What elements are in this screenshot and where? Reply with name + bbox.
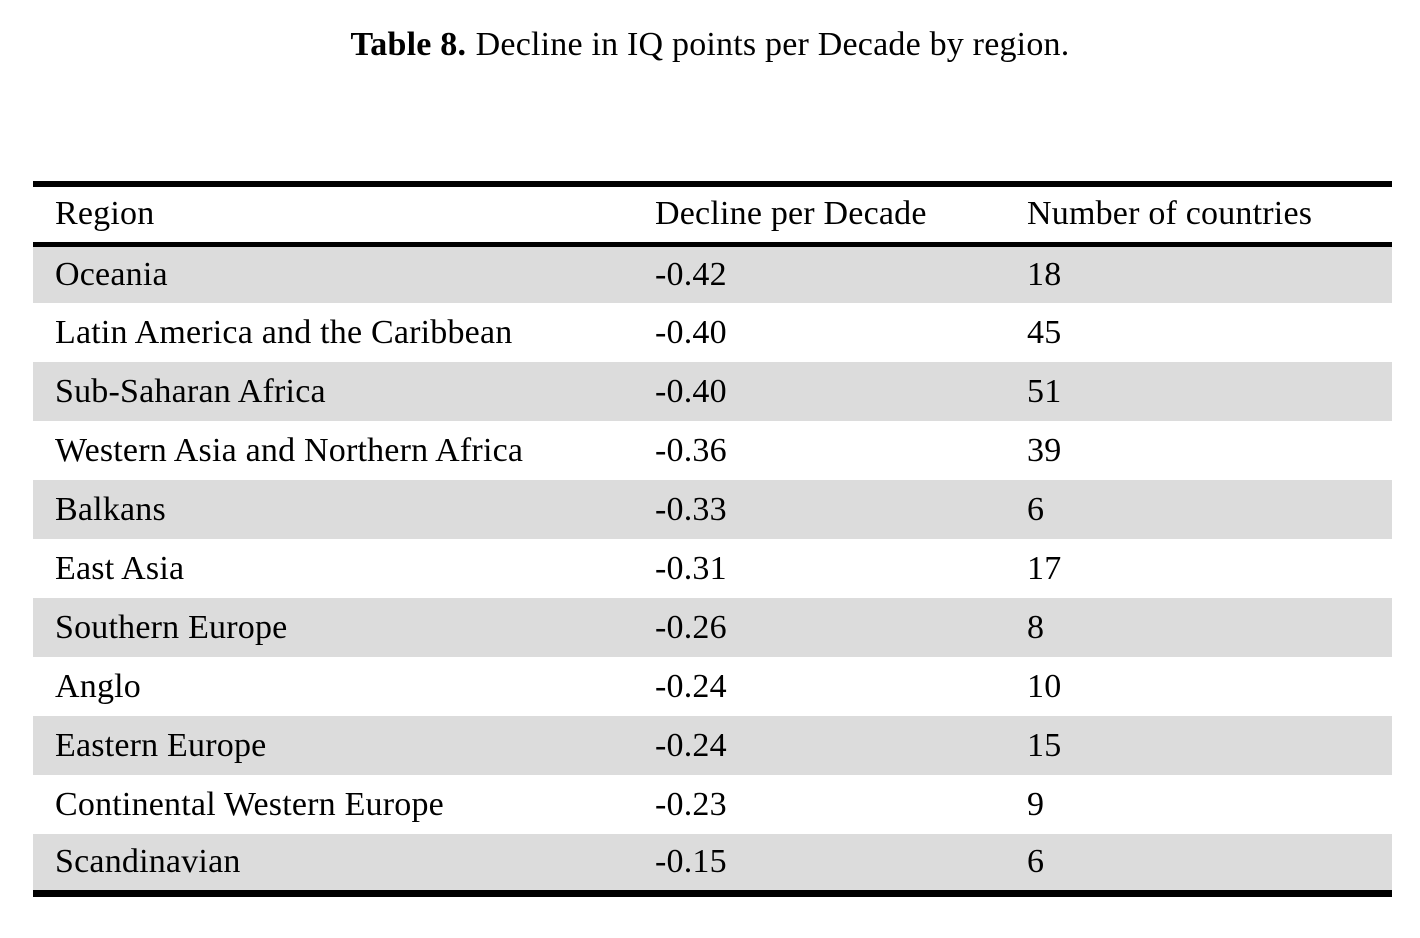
- cell-region: Western Asia and Northern Africa: [55, 431, 524, 469]
- header-row: Region Decline per Decade Number of coun…: [33, 184, 1392, 247]
- table-row: East Asia -0.31 17: [33, 539, 1392, 598]
- cell-region: Continental Western Europe: [55, 785, 444, 823]
- table-row: Anglo -0.24 10: [33, 657, 1392, 716]
- cell-decline: -0.23: [655, 785, 727, 823]
- table-caption-text: Decline in IQ points per Decade by regio…: [475, 26, 1070, 63]
- column-header-region: Region: [33, 184, 655, 247]
- cell-decline: -0.36: [655, 431, 727, 469]
- table-caption-label: Table 8.: [350, 26, 467, 63]
- table-row: Balkans -0.33 6: [33, 480, 1392, 539]
- cell-decline: -0.40: [655, 313, 727, 351]
- column-header-decline: Decline per Decade: [655, 184, 1027, 247]
- table-header: Region Decline per Decade Number of coun…: [33, 184, 1392, 247]
- cell-decline: -0.15: [655, 842, 727, 880]
- cell-countries: 6: [1027, 842, 1045, 880]
- table-row: Oceania -0.42 18: [33, 244, 1392, 303]
- table-caption: Table 8. Decline in IQ points per Decade …: [0, 26, 1420, 64]
- cell-region: Latin America and the Caribbean: [55, 313, 513, 351]
- table-row: Sub-Saharan Africa -0.40 51: [33, 362, 1392, 421]
- cell-countries: 9: [1027, 785, 1045, 823]
- table-row: Latin America and the Caribbean -0.40 45: [33, 303, 1392, 362]
- cell-countries: 51: [1027, 372, 1062, 410]
- cell-region: Oceania: [55, 255, 168, 293]
- cell-decline: -0.26: [655, 608, 727, 646]
- cell-countries: 45: [1027, 313, 1062, 351]
- iq-decline-table: Region Decline per Decade Number of coun…: [33, 181, 1392, 897]
- table-body: Oceania -0.42 18 Latin America and the C…: [33, 244, 1392, 893]
- table-row: Eastern Europe -0.24 15: [33, 716, 1392, 775]
- cell-region: Anglo: [55, 667, 141, 705]
- table-row: Southern Europe -0.26 8: [33, 598, 1392, 657]
- cell-countries: 39: [1027, 431, 1062, 469]
- cell-countries: 8: [1027, 608, 1045, 646]
- cell-region: Southern Europe: [55, 608, 288, 646]
- cell-decline: -0.31: [655, 549, 727, 587]
- cell-countries: 18: [1027, 255, 1062, 293]
- table-row: Scandinavian -0.15 6: [33, 834, 1392, 893]
- cell-decline: -0.42: [655, 255, 727, 293]
- cell-decline: -0.40: [655, 372, 727, 410]
- cell-decline: -0.33: [655, 490, 727, 528]
- cell-countries: 10: [1027, 667, 1062, 705]
- table-row: Western Asia and Northern Africa -0.36 3…: [33, 421, 1392, 480]
- cell-countries: 17: [1027, 549, 1062, 587]
- cell-decline: -0.24: [655, 667, 727, 705]
- cell-countries: 6: [1027, 490, 1045, 528]
- cell-region: Sub-Saharan Africa: [55, 372, 326, 410]
- cell-region: Eastern Europe: [55, 726, 267, 764]
- cell-region: East Asia: [55, 549, 185, 587]
- cell-region: Balkans: [55, 490, 166, 528]
- column-header-countries: Number of countries: [1027, 184, 1392, 247]
- cell-countries: 15: [1027, 726, 1062, 764]
- cell-region: Scandinavian: [55, 842, 241, 880]
- table-row: Continental Western Europe -0.23 9: [33, 775, 1392, 834]
- cell-decline: -0.24: [655, 726, 727, 764]
